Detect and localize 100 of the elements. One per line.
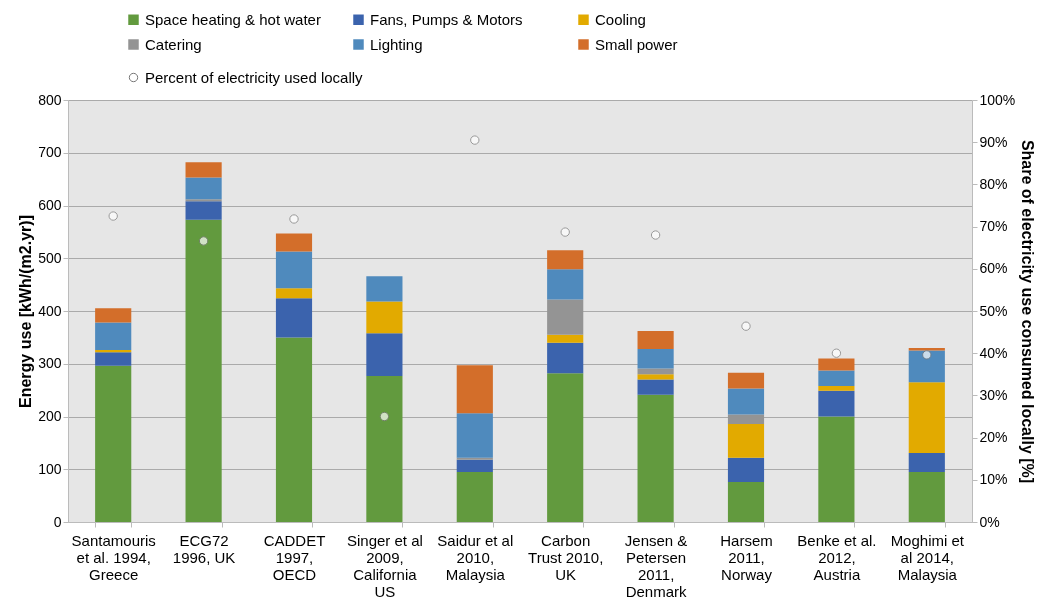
bar — [95, 365, 132, 522]
y-tick-label: 400 — [38, 302, 62, 319]
bar — [185, 199, 222, 202]
bar — [727, 414, 765, 424]
x-tick-label: Moghimi et al 2014, Malaysia — [890, 531, 965, 583]
bar — [727, 372, 765, 389]
bar — [366, 276, 403, 302]
bar — [547, 250, 584, 270]
x-tick-label: CADDET 1997, OECD — [263, 531, 326, 583]
bar — [275, 233, 313, 252]
x-tick-label: Harsem 2011, Norway — [720, 531, 773, 583]
x-tick-label: Benke et al. 2012, Austria — [797, 531, 877, 583]
bar — [908, 471, 945, 522]
x-tick-label: ECG72 1996, UK — [172, 531, 236, 566]
y-tick-label: 600 — [38, 197, 62, 213]
bar — [456, 471, 493, 522]
y2-tick-label: 10% — [979, 471, 1008, 488]
bar — [95, 350, 132, 353]
bar — [727, 481, 765, 522]
y2-tick-label: 70% — [979, 218, 1008, 235]
y-tick-label: 700 — [38, 144, 62, 161]
legend-label: Fans, Pumps & Motors — [370, 10, 523, 28]
bar — [908, 382, 945, 453]
x-tick-label: Santamouris et al. 1994, Greece — [71, 531, 156, 583]
bar — [727, 423, 765, 458]
point — [922, 350, 932, 360]
bar — [547, 299, 584, 335]
bar — [908, 347, 945, 351]
point — [379, 411, 390, 422]
bar — [547, 269, 584, 300]
bar — [727, 388, 765, 415]
bar — [185, 162, 222, 178]
x-tick-label: Saidur et al 2010, Malaysia — [437, 531, 514, 583]
bar — [185, 201, 222, 220]
y2-tick-label: 80% — [979, 175, 1008, 192]
bar — [818, 390, 855, 417]
bar — [456, 457, 493, 460]
bar — [818, 358, 855, 371]
y-axis-title: Energy use [kWh/(m2.yr)] — [17, 215, 35, 408]
bar — [818, 370, 855, 386]
bar — [908, 452, 945, 472]
bar — [275, 337, 313, 522]
legend-label: Percent of electricity used locally — [145, 68, 364, 86]
bar — [727, 457, 765, 482]
point — [198, 236, 209, 246]
bar — [637, 374, 674, 380]
y2-tick-label: 60% — [979, 260, 1008, 277]
legend-label: Small power — [595, 35, 678, 53]
bar — [185, 177, 222, 200]
bar — [366, 301, 403, 334]
y-tick-label: 0 — [53, 513, 62, 530]
bar — [275, 288, 313, 299]
bar — [547, 342, 584, 374]
y-tick-label: 800 — [38, 91, 62, 108]
bar — [185, 219, 222, 522]
y2-tick-label: 20% — [979, 429, 1008, 446]
bar — [547, 373, 584, 522]
y2-tick-label: 0% — [979, 513, 1000, 530]
bar — [456, 459, 493, 472]
y-tick-label: 200 — [38, 408, 62, 424]
bar — [637, 394, 674, 522]
x-tick-label: Singer et al 2009, California US — [346, 531, 423, 600]
y2-tick-label: 90% — [979, 133, 1008, 150]
bar — [366, 333, 403, 376]
point — [470, 135, 480, 145]
y2-tick-label: 40% — [979, 344, 1008, 361]
bar — [456, 365, 493, 414]
bar — [818, 416, 855, 522]
point — [108, 211, 118, 221]
legend-label: Catering — [145, 35, 202, 53]
legend-label: Lighting — [370, 35, 423, 53]
y-tick-label: 500 — [38, 249, 62, 266]
y2-tick-label: 30% — [979, 386, 1008, 403]
bar — [637, 368, 674, 375]
legend-label: Cooling — [595, 10, 646, 28]
bar — [366, 375, 403, 522]
bar — [95, 352, 132, 366]
point — [741, 321, 751, 331]
y2-tick-label: 100% — [979, 91, 1016, 108]
point — [650, 230, 661, 240]
y-tick-label: 100 — [38, 460, 62, 477]
bar — [637, 331, 674, 349]
y-tick-label: 300 — [38, 355, 62, 372]
bar — [818, 385, 855, 391]
bar — [275, 298, 313, 338]
y2-axis-title: Share of electricity use consumed locally [%] — [1019, 139, 1037, 484]
bar — [637, 379, 674, 395]
bar — [95, 322, 132, 351]
y2-tick-label: 50% — [979, 302, 1008, 319]
legend-label: Space heating & hot water — [145, 10, 321, 28]
bar — [95, 308, 132, 323]
bar — [456, 413, 493, 458]
point — [831, 348, 842, 358]
bar — [637, 348, 674, 369]
point — [289, 214, 299, 224]
bar — [908, 350, 945, 383]
x-tick-label: Jensen & Petersen 2011, Denmark — [624, 531, 688, 600]
bar — [547, 334, 584, 343]
x-tick-label: Carbon Trust 2010, UK — [528, 531, 604, 583]
bar — [275, 251, 313, 289]
